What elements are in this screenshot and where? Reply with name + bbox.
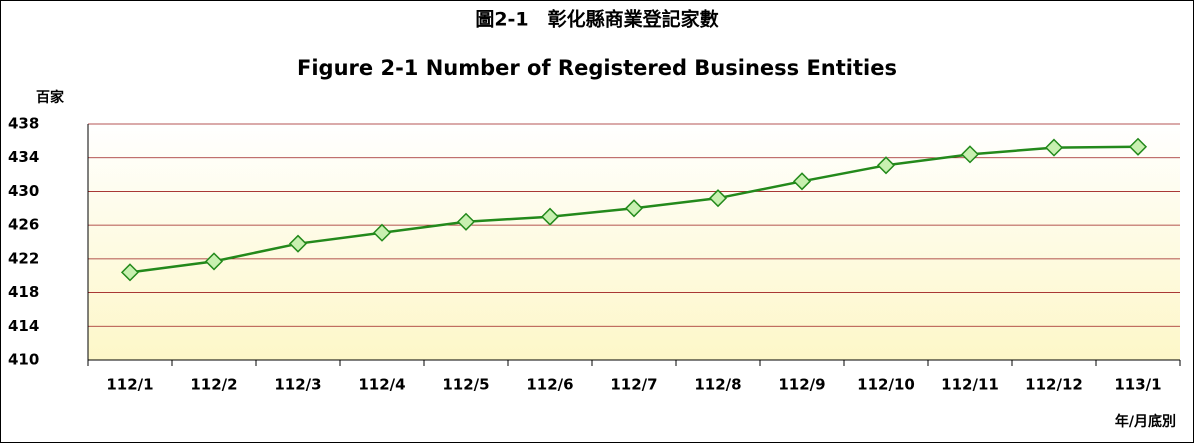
data-point [708, 189, 728, 208]
y-tick-label: 414 [8, 317, 39, 335]
x-tick-label: 112/5 [442, 376, 489, 394]
y-tick-label: 430 [8, 182, 39, 200]
data-point [456, 212, 476, 231]
x-tick-label: 112/8 [694, 376, 741, 394]
data-point [876, 156, 896, 175]
data-point [540, 207, 560, 226]
x-tick-label: 112/10 [857, 376, 915, 394]
y-tick-label: 426 [8, 216, 39, 234]
chart-title: 圖2-1 彰化縣商業登記家數 [475, 8, 718, 31]
plot-area [88, 124, 1180, 360]
y-tick-label: 418 [8, 283, 39, 301]
x-tick-label: 112/6 [526, 376, 573, 394]
data-point [1044, 138, 1064, 157]
x-tick-label: 112/11 [941, 376, 999, 394]
y-tick-label: 438 [8, 115, 39, 133]
data-point [624, 199, 644, 218]
data-point [204, 252, 224, 271]
data-point [372, 223, 392, 242]
x-tick-label: 112/4 [358, 376, 405, 394]
x-tick-label: 113/1 [1114, 376, 1161, 394]
data-point [288, 234, 308, 253]
x-tick-label: 112/9 [778, 376, 825, 394]
x-tick-label: 112/2 [190, 376, 237, 394]
y-tick-label: 410 [8, 351, 39, 369]
data-point [1128, 137, 1148, 156]
x-tick-label: 112/1 [106, 376, 153, 394]
y-axis-label: 百家 [36, 89, 65, 106]
x-tick-label: 112/12 [1025, 376, 1083, 394]
data-point [120, 263, 140, 282]
chart-subtitle: Figure 2-1 Number of Registered Business… [297, 56, 897, 80]
data-point [960, 145, 980, 164]
x-axis-label: 年/月底別 [1115, 413, 1176, 430]
x-tick-label: 112/3 [274, 376, 321, 394]
y-tick-label: 434 [8, 148, 39, 166]
y-tick-label: 422 [8, 249, 39, 267]
data-point [792, 172, 812, 191]
x-tick-label: 112/7 [610, 376, 657, 394]
